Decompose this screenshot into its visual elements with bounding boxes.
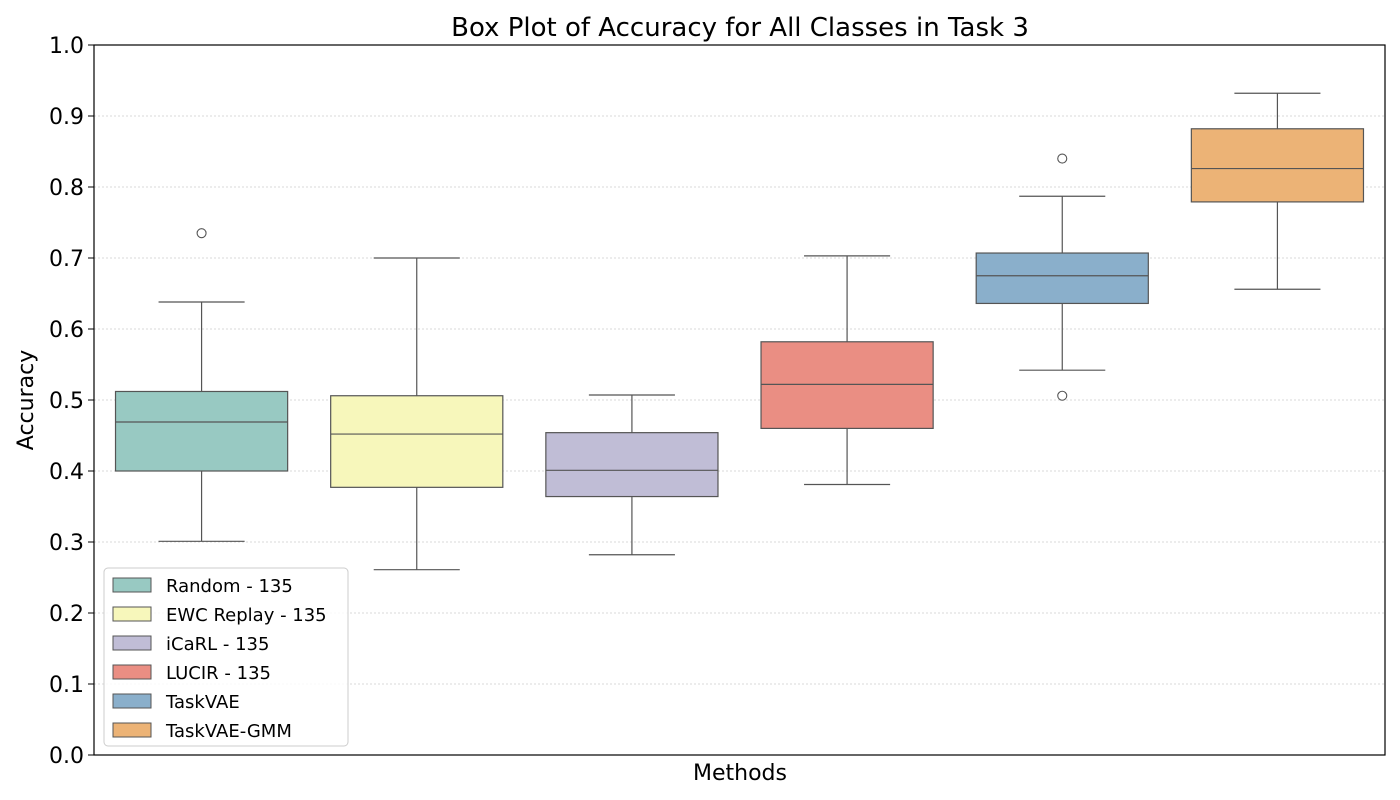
legend-item: EWC Replay - 135 (112, 605, 327, 626)
box-6 (1190, 92, 1365, 290)
box-body (545, 432, 719, 498)
chart-title: Box Plot of Accuracy for All Classes in … (451, 13, 1029, 43)
y-tick-label: 0.8 (49, 176, 84, 201)
legend-label: EWC Replay - 135 (166, 605, 327, 626)
box-4 (760, 255, 934, 486)
box-body (760, 341, 934, 430)
legend-item: TaskVAE (112, 692, 240, 713)
y-tick-label: 0.3 (49, 531, 84, 556)
legend-label: TaskVAE-GMM (165, 721, 292, 742)
box-1 (114, 228, 289, 542)
gridlines (94, 115, 1385, 685)
y-tick-label: 0.7 (49, 247, 84, 272)
box-body (114, 390, 289, 472)
y-tick-label: 0.9 (49, 105, 84, 130)
boxes-layer (114, 92, 1365, 571)
y-tick-label: 0.5 (49, 389, 84, 414)
legend-swatch (112, 606, 152, 622)
legend-label: TaskVAE (165, 692, 240, 713)
y-tick-label: 0.0 (49, 744, 84, 769)
y-tick-label: 0.1 (49, 673, 84, 698)
y-axis: 0.0 0.1 0.2 0.3 0.4 0.5 0.6 0.7 0.8 0.9 1.0 (49, 34, 94, 769)
legend-item: Random - 135 (112, 576, 293, 597)
y-tick-label: 0.6 (49, 318, 84, 343)
y-tick-label: 0.2 (49, 602, 84, 627)
legend-item: iCaRL - 135 (112, 634, 269, 655)
y-axis-title: Accuracy (14, 350, 39, 450)
box-body (330, 395, 504, 488)
legend-swatch (112, 577, 152, 593)
outlier-point (1057, 153, 1068, 164)
legend-label: LUCIR - 135 (166, 663, 271, 684)
legend-label: Random - 135 (166, 576, 293, 597)
outlier-point (1057, 390, 1068, 401)
legend-item: LUCIR - 135 (112, 663, 271, 684)
y-tick-label: 0.4 (49, 460, 84, 485)
legend-label: iCaRL - 135 (166, 634, 269, 655)
legend-item: TaskVAE-GMM (112, 721, 292, 742)
y-tick-label: 1.0 (49, 34, 84, 59)
box-5 (975, 153, 1149, 401)
legend-swatch (112, 693, 152, 709)
legend: Random - 135 EWC Replay - 135 iCaRL - 135 L… (103, 567, 349, 747)
legend-swatch (112, 664, 152, 680)
legend-swatch (112, 722, 152, 738)
box-body (975, 252, 1149, 305)
legend-frame (103, 567, 349, 747)
box-2 (330, 257, 504, 571)
box-body (1190, 128, 1365, 203)
outlier-point (196, 228, 207, 239)
box-3 (545, 394, 719, 556)
x-axis-title: Methods (693, 761, 787, 786)
legend-swatch (112, 635, 152, 651)
